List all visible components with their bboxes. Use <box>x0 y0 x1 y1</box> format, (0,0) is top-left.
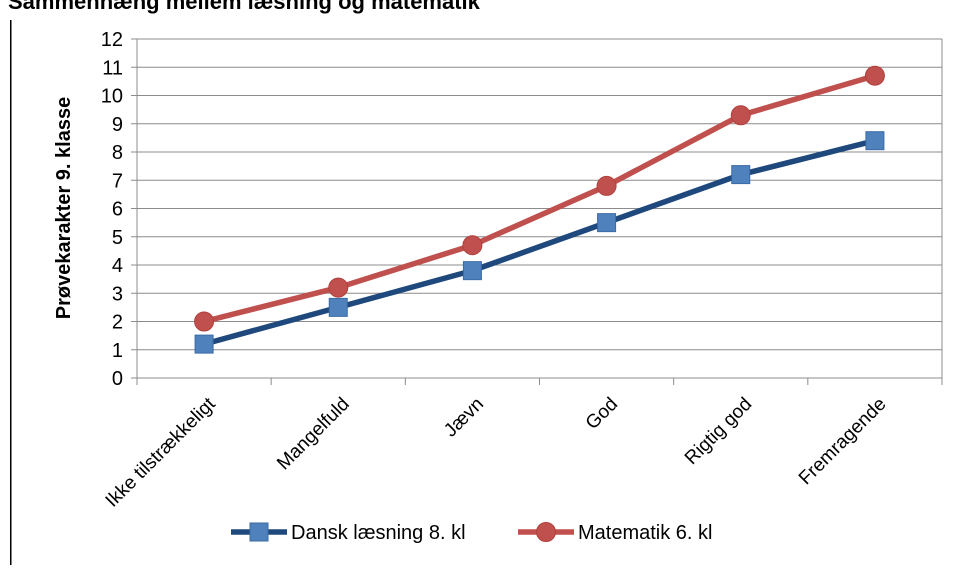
legend: Dansk læsning 8. kl Matematik 6. kl <box>231 522 712 544</box>
data-point-square <box>597 213 617 233</box>
x-category-label: Ikke tilstrækkeligt <box>102 393 220 511</box>
x-category-label: God <box>582 394 622 434</box>
y-tick-label: 9 <box>112 114 123 136</box>
data-point-square <box>731 165 751 185</box>
data-point-circle <box>462 235 483 256</box>
y-tick-label: 0 <box>112 368 123 390</box>
data-point-square <box>328 297 348 317</box>
y-tick-label: 3 <box>112 283 123 305</box>
x-category-label: Jævn <box>440 394 488 442</box>
series-markers <box>194 65 885 354</box>
series-lines <box>201 72 878 347</box>
data-point-square <box>194 334 214 354</box>
y-tick-label: 1 <box>112 340 123 362</box>
y-tick-label: 2 <box>112 312 123 334</box>
x-tick-labels: Ikke tilstrækkeligt Mangelfuld Jævn God Rigt… <box>102 393 891 511</box>
data-point-circle <box>194 311 215 332</box>
chart-left-border <box>10 20 12 565</box>
data-point-square <box>865 131 885 151</box>
data-point-circle <box>328 277 349 298</box>
x-category-label: Rigtig god <box>681 394 756 469</box>
legend-label-0: Dansk læsning 8. kl <box>291 522 466 544</box>
y-axis-title: Prøvekarakter 9. klasse <box>53 97 75 319</box>
legend-label-1: Matematik 6. kl <box>578 522 712 544</box>
series-line-0 <box>201 137 878 347</box>
legend-marker-square <box>249 522 269 542</box>
y-tick-label: 11 <box>102 57 123 79</box>
grid-lines <box>137 38 942 351</box>
data-point-circle <box>864 65 885 86</box>
data-point-circle <box>596 175 617 196</box>
x-category-label: Fremragende <box>795 394 891 490</box>
legend-marker-circle <box>536 522 556 542</box>
y-tick-label: 6 <box>112 199 123 221</box>
y-tick-label: 4 <box>112 255 123 277</box>
series-line-1 <box>201 72 878 325</box>
y-tick-label: 12 <box>101 29 123 51</box>
axes <box>131 38 943 385</box>
x-category-label: Mangelfuld <box>273 394 354 475</box>
y-tick-label: 7 <box>112 170 123 192</box>
chart-top-title-cropped: Sammenhæng mellem læsning og matematik <box>8 0 481 14</box>
y-tick-label: 10 <box>101 86 123 108</box>
data-point-circle <box>730 105 751 126</box>
data-point-square <box>462 261 482 281</box>
y-tick-label: 5 <box>112 227 123 249</box>
y-tick-label: 8 <box>112 142 123 164</box>
